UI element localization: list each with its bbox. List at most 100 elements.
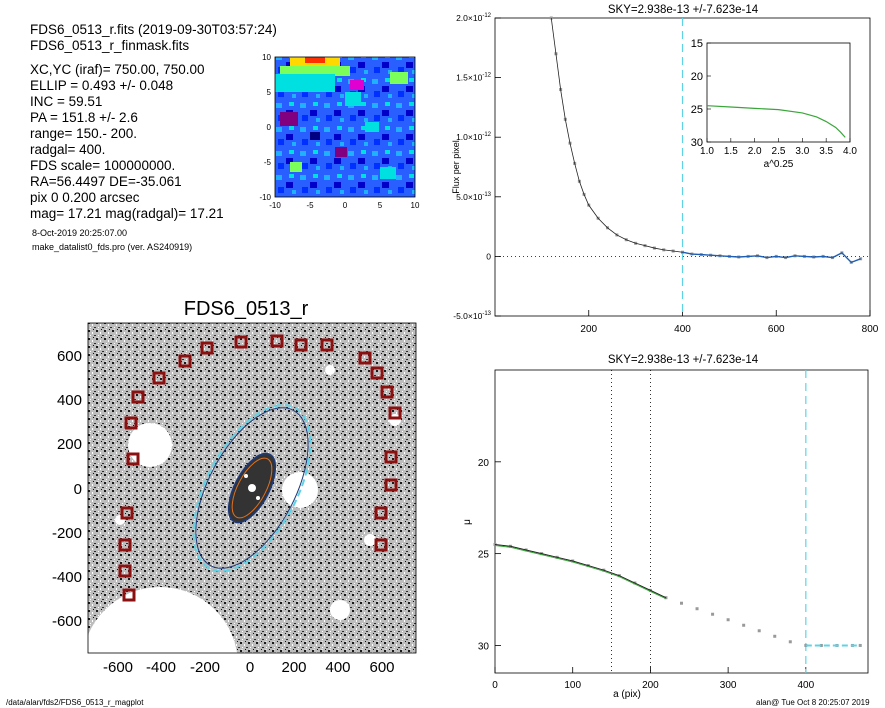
thumbnail-x-tick: 10 xyxy=(411,201,420,210)
image-x-ticks: -600 -400 -200 0 200 400 600 xyxy=(103,659,395,676)
mu-chart-xlabel: a (pix) xyxy=(613,689,641,700)
flux-y-tick-exponent: -12 xyxy=(482,73,491,79)
flux-y-tick-label: 0 xyxy=(486,251,491,261)
image-y-ticks: 600 400 200 0 -200 -400 -600 xyxy=(52,348,82,630)
sky-box xyxy=(294,338,308,352)
image-x-tick: 600 xyxy=(369,659,394,676)
flux-x-tick-label: 200 xyxy=(580,324,597,335)
header-line-ellip: ELLIP = 0.493 +/- 0.048 xyxy=(30,78,174,93)
image-x-tick: -200 xyxy=(190,659,220,676)
mu-x-tick-label: 200 xyxy=(642,680,659,691)
thumbnail-y-ticks: 10 5 0 -5 -10 xyxy=(259,53,271,202)
mu-data-point xyxy=(493,542,497,546)
flux-y-tick-mantissa: 1.0×10 xyxy=(456,132,483,142)
flux-y-tick-label: 2.0×10-12 xyxy=(456,13,492,23)
sky-box xyxy=(380,385,394,399)
thumbnail-x-tick: 5 xyxy=(378,201,383,210)
sky-box xyxy=(374,538,388,552)
header-line-pa: PA = 151.8 +/- 2.6 xyxy=(30,110,138,125)
inner-isophote xyxy=(231,457,273,519)
mu-x-tick-label: 0 xyxy=(492,680,498,691)
header-line-pix: pix 0 0.200 arcsec xyxy=(30,190,140,205)
sky-box xyxy=(234,335,248,349)
sky-box xyxy=(388,406,402,420)
mu-y-tick-label: 25 xyxy=(478,550,490,561)
mu-data-point xyxy=(757,629,761,633)
flux-y-tick-exponent: -13 xyxy=(482,311,491,317)
thumbnail-y-tick: 5 xyxy=(267,88,272,97)
sky-box xyxy=(120,506,134,520)
masked-regions xyxy=(82,365,401,708)
footer-timestamp: alan@ Tue Oct 8 20:25:07 2019 xyxy=(756,698,870,707)
image-x-tick: -400 xyxy=(146,659,176,676)
mu-x-tick-label: 100 xyxy=(564,680,581,691)
inset-profile-line xyxy=(706,105,846,138)
image-y-tick: 200 xyxy=(57,436,82,453)
flux-sky-fit-line xyxy=(682,251,861,264)
inset-y-tick-label: 15 xyxy=(691,38,703,50)
header-line-scale: FDS scale= 100000000. xyxy=(30,158,176,173)
flux-chart-ylabel: Flux per pixel xyxy=(451,140,461,194)
footer-path: /data/alan/fds2/FDS6_0513_r_magplot xyxy=(6,698,144,707)
sky-aperture-ellipse xyxy=(192,403,312,573)
sky-box xyxy=(374,506,388,520)
sky-box xyxy=(122,588,136,602)
header-line-mag: mag= 17.21 mag(radgal)= 17.21 xyxy=(30,206,224,221)
image-x-tick: 0 xyxy=(246,659,254,676)
inset-y-tick-label: 25 xyxy=(691,104,703,116)
flux-y-tick-label: -5.0×10-13 xyxy=(453,311,491,321)
mu-profile-fit-line xyxy=(494,544,667,600)
mu-plot-frame xyxy=(494,369,869,674)
mu-profile-chart: SKY=2.938e-13 +/-7.623e-14 μ a (pix) 0 10… xyxy=(462,354,869,700)
flux-y-tick-label: 5.0×10-13 xyxy=(456,192,492,202)
image-x-tick: 400 xyxy=(325,659,350,676)
thumbnail-x-tick: 0 xyxy=(343,201,348,210)
sky-box xyxy=(270,334,284,348)
header-date: 8-Oct-2019 20:25:07.00 xyxy=(32,228,128,238)
header-line-radec: RA=56.4497 DE=-35.061 xyxy=(30,174,182,189)
galaxy-core xyxy=(248,484,256,492)
flux-y-tick-label: 1.0×10-12 xyxy=(456,132,492,142)
image-y-tick: -400 xyxy=(52,569,82,586)
mu-data-point xyxy=(711,612,715,616)
flux-y-tick-exponent: -12 xyxy=(482,132,491,138)
inset-x-tick-label: 2.0 xyxy=(748,146,762,157)
flux-x-tick-label: 400 xyxy=(674,324,691,335)
header-line-inc: INC = 59.51 xyxy=(30,94,103,109)
image-x-tick: 200 xyxy=(281,659,306,676)
mu-chart-ylabel: μ xyxy=(462,519,473,525)
header-program: make_datalist0_fds.pro (ver. AS240919) xyxy=(32,242,193,252)
galaxy-ellipses xyxy=(192,403,312,573)
inset-y-tick-label: 30 xyxy=(691,137,703,149)
sky-box xyxy=(124,416,138,430)
sky-box xyxy=(178,354,192,368)
mu-x-tick-label: 300 xyxy=(720,680,737,691)
thumbnail-y-tick: -5 xyxy=(264,158,272,167)
inset-x-tick-label: 3.5 xyxy=(819,146,833,157)
flux-x-tick-label: 600 xyxy=(768,324,785,335)
image-title: FDS6_0513_r xyxy=(184,298,309,320)
thumbnail-x-ticks: -10 -5 0 5 10 xyxy=(269,201,420,210)
mu-data-point xyxy=(695,607,699,611)
image-y-tick: 400 xyxy=(57,392,82,409)
header-line-center: XC,YC (iraf)= 750.00, 750.00 xyxy=(30,62,205,77)
sky-box xyxy=(118,564,132,578)
mu-data-point xyxy=(726,618,730,622)
mu-x-tick-label: 400 xyxy=(797,680,814,691)
image-x-tick: -600 xyxy=(103,659,133,676)
sky-box xyxy=(384,478,398,492)
inset-x-tick-label: 3.0 xyxy=(795,146,809,157)
thumbnail-y-tick: 10 xyxy=(262,53,271,62)
mu-data-point xyxy=(742,623,746,627)
mu-data-point xyxy=(819,643,823,647)
thumbnail-features xyxy=(275,57,408,179)
image-y-tick: 600 xyxy=(57,348,82,365)
sky-box xyxy=(118,538,132,552)
mu-data-point xyxy=(788,640,792,644)
mu-data-point xyxy=(680,601,683,605)
flux-y-tick-label: 1.5×10-12 xyxy=(456,73,492,83)
sky-box xyxy=(200,341,214,355)
flux-profile-chart: SKY=2.938e-13 +/-7.623e-14 Flux per pixe… xyxy=(451,4,879,335)
header-line-file: FDS6_0513_r.fits (2019-09-30T03:57:24) xyxy=(30,22,277,37)
thumbnail-y-tick: -10 xyxy=(259,193,271,202)
